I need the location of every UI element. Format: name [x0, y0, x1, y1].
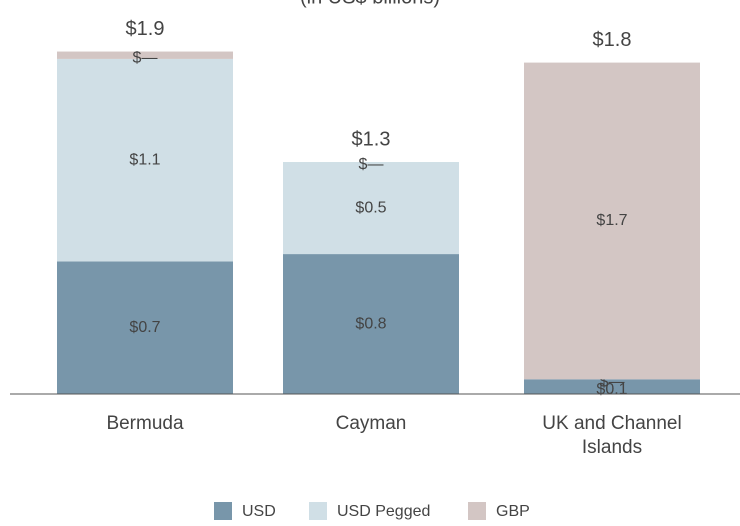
- total-label: $1.9: [126, 18, 165, 40]
- legend-swatch: [309, 502, 327, 520]
- legend-label: USD Pegged: [337, 503, 430, 520]
- total-label: $1.8: [593, 29, 632, 51]
- x-tick-label: Cayman: [335, 413, 407, 434]
- bar-segment: [57, 261, 233, 394]
- data-label: $—: [133, 49, 158, 66]
- total-label: $1.3: [352, 128, 391, 150]
- legend-label: USD: [242, 503, 276, 520]
- bar-segment: [57, 58, 233, 262]
- bar-segment: [57, 51, 233, 59]
- legend-swatch: [468, 502, 486, 520]
- data-label: $1.7: [596, 212, 627, 229]
- legend-swatch: [214, 502, 232, 520]
- legend-label: GBP: [496, 503, 530, 520]
- x-tick-label: UK and Channel Islands: [542, 413, 682, 458]
- data-label: $0.8: [355, 315, 386, 332]
- bar-segment: [283, 254, 459, 394]
- data-label: $0.5: [355, 199, 386, 216]
- x-tick-label: Bermuda: [106, 413, 184, 434]
- chart-subtitle: (in US$ billions): [300, 0, 440, 8]
- bar-segment: [524, 62, 700, 380]
- data-label: $—: [359, 156, 384, 173]
- bar-segment: [524, 379, 700, 394]
- bar-segment: [283, 162, 459, 255]
- data-label: $0.7: [129, 319, 160, 336]
- data-label: $1.1: [129, 151, 160, 168]
